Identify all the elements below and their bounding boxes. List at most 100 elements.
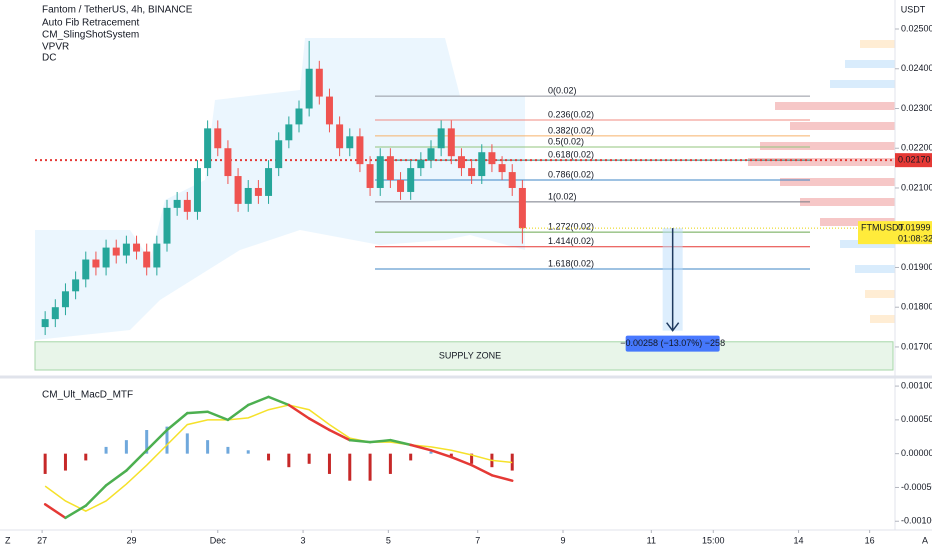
candle-body <box>376 156 384 188</box>
fib-label: 1(0.02) <box>548 191 577 201</box>
candle-body <box>397 180 405 192</box>
candle-body <box>51 307 59 320</box>
histogram-bar <box>287 453 291 468</box>
candle-body <box>488 152 496 165</box>
macd-segment <box>165 411 189 432</box>
price-tick-label: 0.02100 <box>901 182 932 192</box>
last-price-value: 0.01999 <box>898 222 931 232</box>
macd-segment <box>389 438 412 447</box>
macd-segment <box>43 503 67 520</box>
histogram-bar <box>307 453 311 464</box>
bar-countdown: 01:08:32 <box>898 233 932 243</box>
candle-body <box>356 136 364 165</box>
macd-segment <box>409 443 433 452</box>
signal-line <box>44 404 513 512</box>
time-tick-label: 9 <box>560 535 565 545</box>
histogram-bar <box>165 426 169 454</box>
candle-body <box>325 96 333 125</box>
fib-label: 0(0.02) <box>548 86 577 96</box>
histogram-bar <box>63 453 67 471</box>
macd-segment <box>226 403 250 422</box>
candle-body <box>305 68 313 109</box>
fib-label: 1.414(0.02) <box>548 236 594 246</box>
candle-body <box>204 128 212 169</box>
macd-segment <box>64 504 88 520</box>
macd-segment <box>307 417 331 432</box>
candle-body <box>224 148 232 177</box>
candle-body <box>366 164 374 188</box>
time-tick-label: 27 <box>37 535 47 545</box>
candle-body <box>41 319 49 328</box>
price-tick-label: 0.01700 <box>901 341 932 351</box>
macd-segment <box>186 410 209 415</box>
footer-icon[interactable]: A <box>922 535 928 545</box>
candle-body <box>508 172 516 188</box>
histogram-bar <box>368 453 372 481</box>
histogram-bar <box>449 453 453 458</box>
macd-tick-label: 0.00000 <box>901 448 932 458</box>
histogram-bar <box>206 440 210 454</box>
currency-label: USDT <box>901 4 926 14</box>
price-tick-label: 0.02400 <box>901 63 932 73</box>
candle-body <box>265 168 273 196</box>
histogram-bar <box>43 453 47 474</box>
fib-label: 1.272(0.02) <box>548 221 594 231</box>
candle-body <box>417 160 425 169</box>
time-tick-label: 16 <box>865 535 875 545</box>
candle-body <box>346 136 354 149</box>
time-tick-label: 15:00 <box>702 535 725 545</box>
fib-label: 0.236(0.02) <box>548 109 594 119</box>
histogram-bar <box>327 453 331 474</box>
symbol-title: Fantom / TetherUS, 4h, BINANCE <box>42 5 193 16</box>
candle-body <box>427 148 435 161</box>
candle-body <box>295 108 303 125</box>
macd-tick-label: 0.00100 <box>901 380 932 390</box>
candle-body <box>143 251 151 268</box>
time-tick-label: 5 <box>386 535 391 545</box>
histogram-bar <box>246 450 250 454</box>
time-tick-label: 14 <box>794 535 804 545</box>
candle-body <box>254 187 262 196</box>
last-price-symbol: FTMUSDT <box>861 222 904 232</box>
candle-body <box>61 291 69 308</box>
indicator-name: Auto Fib Retracement <box>42 18 139 29</box>
price-tick-label: 0.01800 <box>901 302 932 312</box>
candle-body <box>163 207 171 244</box>
macd-tick-label: -0.00100 <box>901 516 932 526</box>
candle-body <box>275 140 283 169</box>
candle-body <box>336 124 344 149</box>
histogram-bar <box>267 453 271 461</box>
candle-body <box>386 156 394 181</box>
time-tick-label: 29 <box>126 535 136 545</box>
macd-segment <box>267 395 291 407</box>
histogram-bar <box>409 453 413 461</box>
macd-segment <box>450 455 473 467</box>
candle-body <box>457 156 465 169</box>
fib-label: 1.618(0.02) <box>548 258 594 268</box>
macd-segment <box>328 428 352 442</box>
macd-segment <box>490 474 514 482</box>
fib-label: 0.382(0.02) <box>548 125 594 135</box>
macd-segment <box>246 395 270 407</box>
last-price-tag <box>858 221 932 245</box>
indicator-name: CM_SlingShotSystem <box>42 30 139 41</box>
macd-tick-label: 0.00050 <box>901 414 932 424</box>
candle-body <box>82 259 90 280</box>
macd-title: CM_Ult_MacD_MTF <box>42 390 133 401</box>
macd-segment <box>470 463 494 477</box>
candle-body <box>122 243 130 256</box>
fib-label: 0.618(0.02) <box>548 150 594 160</box>
macd-segment <box>145 428 169 452</box>
candle-body <box>72 279 80 292</box>
fib-label: 0.786(0.02) <box>548 169 594 179</box>
price-tick-label: 0.02500 <box>901 23 932 33</box>
candle-body <box>447 128 455 157</box>
histogram-bar <box>84 453 88 461</box>
time-tick-label: Dec <box>210 535 227 545</box>
candle-body <box>92 259 100 268</box>
measure-label: −0.00258 (−13.07%) −258 <box>620 338 725 348</box>
fib-label: 0.5(0.02) <box>548 136 584 146</box>
footer-icon[interactable]: Z <box>5 535 11 545</box>
candle-body <box>315 68 323 97</box>
candle-body <box>498 164 506 173</box>
